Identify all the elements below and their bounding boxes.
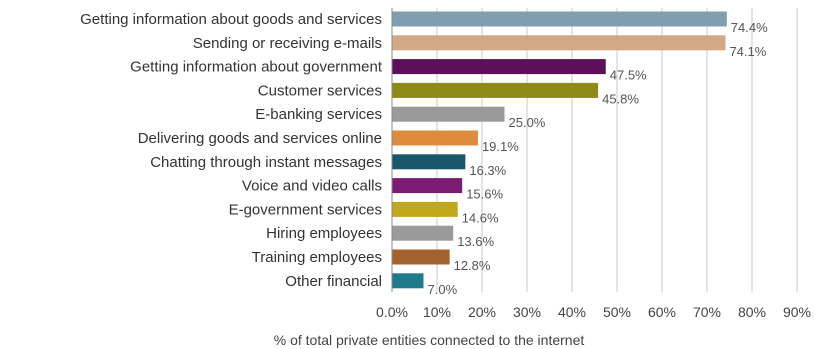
x-tick-label: 70% bbox=[693, 304, 721, 320]
bar bbox=[392, 201, 458, 217]
bar bbox=[392, 82, 599, 98]
x-tick-label: 0.0% bbox=[376, 304, 408, 320]
value-label: 47.5% bbox=[610, 68, 647, 83]
category-label: Training employees bbox=[252, 249, 382, 266]
value-label: 25.0% bbox=[509, 115, 546, 130]
bar bbox=[392, 273, 424, 289]
category-labels: Getting information about goods and serv… bbox=[80, 11, 383, 290]
value-label: 12.8% bbox=[454, 258, 491, 273]
category-label: E-banking services bbox=[255, 106, 382, 123]
value-label: 74.4% bbox=[731, 20, 768, 35]
bar bbox=[392, 11, 727, 27]
category-label: Delivering goods and services online bbox=[138, 130, 382, 147]
bar bbox=[392, 106, 505, 122]
x-tick-labels: 0.0% 10% 20% 30% 40% 50% 60% 70% 80% 90% bbox=[376, 304, 811, 320]
value-label: 16.3% bbox=[469, 163, 506, 178]
value-label: 7.0% bbox=[428, 282, 458, 297]
category-label: Other financial bbox=[285, 273, 382, 290]
category-label: Customer services bbox=[258, 82, 382, 99]
value-label: 74.1% bbox=[729, 44, 766, 59]
category-label: Sending or receiving e-mails bbox=[193, 35, 382, 52]
category-label: Hiring employees bbox=[266, 225, 382, 242]
value-label: 13.6% bbox=[457, 234, 494, 249]
category-label: Voice and video calls bbox=[242, 178, 382, 195]
x-tick-label: 60% bbox=[648, 304, 676, 320]
x-tick-label: 50% bbox=[603, 304, 631, 320]
category-label: Getting information about goods and serv… bbox=[80, 11, 382, 28]
value-label: 45.8% bbox=[602, 91, 639, 106]
x-tick-label: 20% bbox=[468, 304, 496, 320]
x-tick-label: 10% bbox=[423, 304, 451, 320]
value-label: 14.6% bbox=[462, 210, 499, 225]
x-tick-label: 80% bbox=[738, 304, 766, 320]
bars bbox=[392, 11, 727, 289]
value-label: 19.1% bbox=[482, 139, 519, 154]
x-tick-label: 30% bbox=[513, 304, 541, 320]
bar bbox=[392, 154, 466, 170]
bar bbox=[392, 35, 726, 51]
value-labels: 74.4% 74.1% 47.5% 45.8% 25.0% 19.1% 16.3% 15.6%… bbox=[428, 20, 769, 297]
bar bbox=[392, 225, 454, 241]
x-tick-label: 40% bbox=[558, 304, 586, 320]
category-label: Getting information about government bbox=[130, 59, 383, 76]
category-label: Chatting through instant messages bbox=[150, 154, 382, 171]
bar bbox=[392, 178, 463, 194]
bar bbox=[392, 249, 450, 265]
bar bbox=[392, 59, 606, 75]
x-axis-title: % of total private entities connected to… bbox=[274, 332, 585, 348]
value-label: 15.6% bbox=[466, 187, 503, 202]
gridlines bbox=[436, 8, 798, 292]
category-label: E-government services bbox=[229, 201, 382, 218]
bar bbox=[392, 130, 478, 146]
x-tick-label: 90% bbox=[783, 304, 811, 320]
